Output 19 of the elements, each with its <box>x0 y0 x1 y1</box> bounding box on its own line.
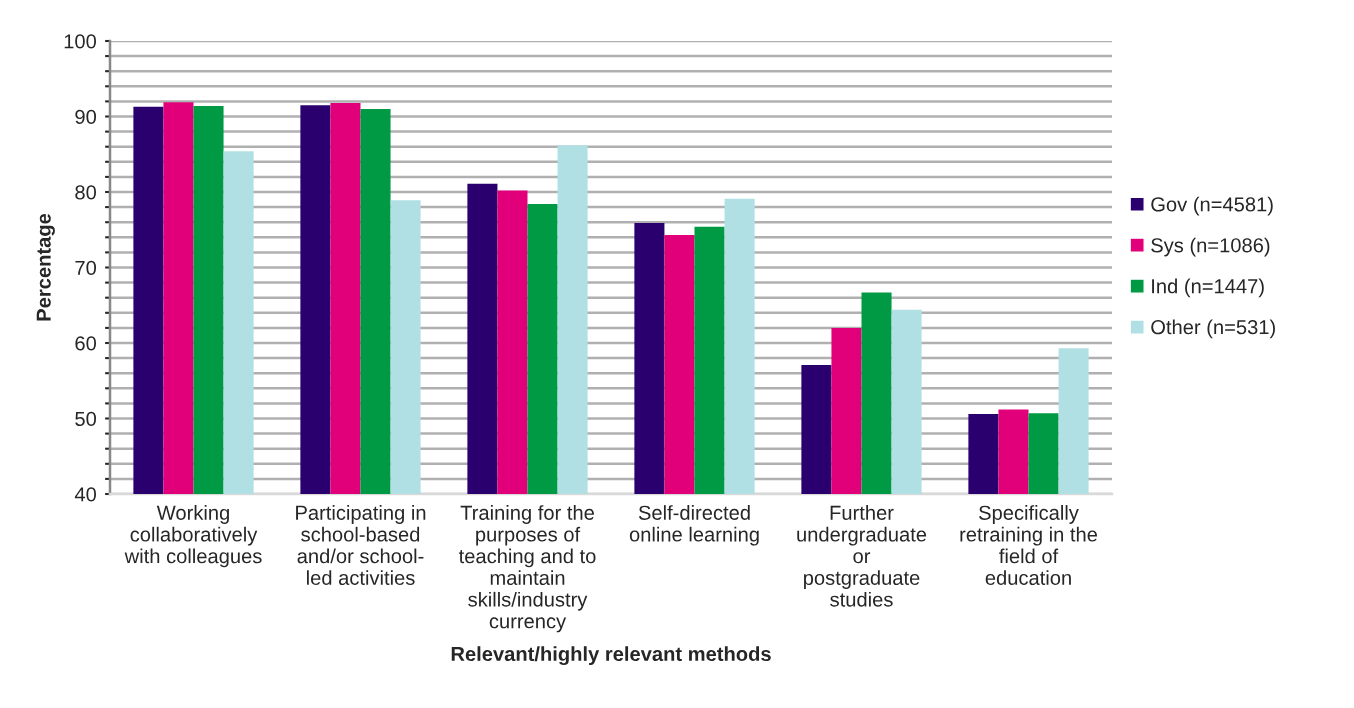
legend-label: Sys (n=1086) <box>1151 237 1270 257</box>
legend-label: Gov (n=4581) <box>1151 196 1273 216</box>
y-tick-label: 100 <box>64 34 97 49</box>
legend-label: Other (n=531) <box>1151 319 1275 339</box>
x-tick-label: Working collaboratively with colleagues <box>124 505 262 568</box>
y-tick-label: 70 <box>75 260 97 275</box>
x-tick-label: Participating in school-based and/or school- led activities <box>296 505 426 585</box>
x-tick-label: Training for the purposes of teaching and to maintain skills/industry currency <box>458 505 596 633</box>
y-tick-label: 40 <box>74 487 97 502</box>
legend-label: Ind (n=1447) <box>1152 278 1264 298</box>
x-axis-title: Relevant/highly relevant methods <box>451 646 771 666</box>
x-tick-label: Specifically retraining in the field of education <box>960 505 1098 585</box>
x-tick-label: Further undergraduate or postgraduate studies <box>797 505 927 607</box>
y-tick-label: 60 <box>75 336 97 351</box>
x-tick-label: Self-directed online learning <box>629 505 759 546</box>
y-tick-label: 50 <box>75 411 97 426</box>
y-axis-title: Percentage <box>36 213 55 321</box>
y-tick-label: 80 <box>75 185 97 200</box>
y-tick-label: 90 <box>75 109 97 124</box>
